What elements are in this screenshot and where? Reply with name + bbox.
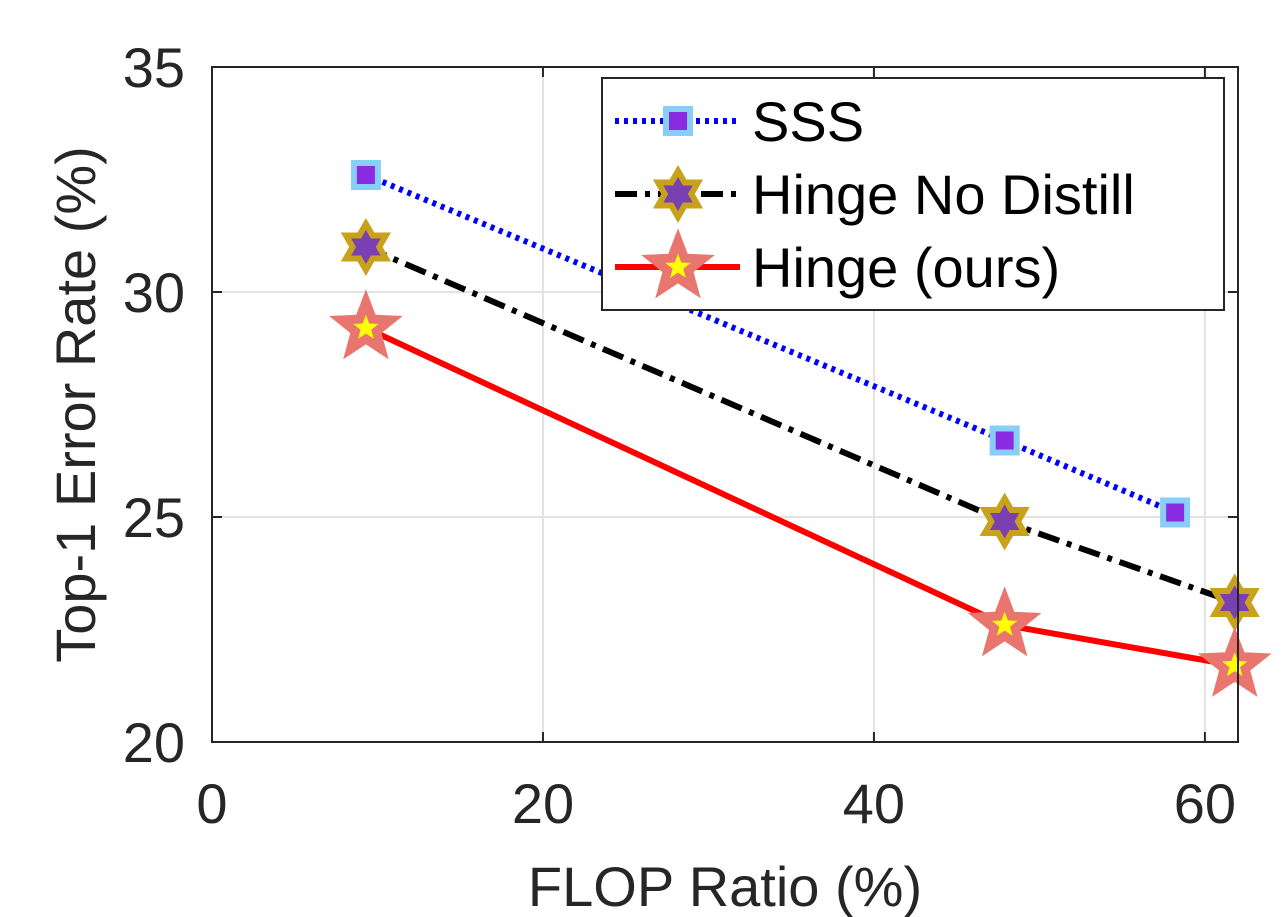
series-sss (350, 160, 1191, 528)
legend-marker (652, 165, 704, 223)
data-point-marker (967, 586, 1042, 657)
y-tick-labels: 20 25 30 35 (123, 36, 185, 774)
x-axis-title: FLOP Ratio (%) (528, 855, 922, 917)
legend-item: Hinge (ours) (615, 228, 1060, 299)
y-tick-label: 35 (123, 36, 185, 99)
data-point-marker (979, 492, 1030, 551)
series-hinge-no-distill (340, 218, 1260, 632)
legend-item: SSS (615, 90, 864, 153)
y-tick-label: 25 (123, 486, 185, 549)
legend-label: Hinge No Distill (752, 163, 1135, 226)
data-point-marker (989, 425, 1020, 456)
data-point-marker (1160, 497, 1191, 528)
x-tick-labels: 0 20 40 60 (196, 772, 1236, 835)
y-axis-title: Top-1 Error Rate (%) (44, 146, 107, 663)
y-tick-label: 20 (123, 711, 185, 774)
data-point-marker (1209, 573, 1260, 632)
legend-marker (663, 106, 693, 136)
x-tick-label: 60 (1174, 772, 1236, 835)
series-layer (329, 160, 1272, 697)
series-hinge-ours (329, 289, 1272, 697)
axis-ticks (211, 66, 1238, 743)
data-point-marker (340, 218, 392, 276)
legend-marker (641, 228, 715, 299)
x-tick-label: 40 (843, 772, 905, 835)
x-tick-label: 20 (512, 772, 574, 835)
data-point-marker (329, 289, 403, 360)
x-tick-label: 0 (196, 772, 227, 835)
y-tick-label: 30 (123, 261, 185, 324)
legend-label: SSS (752, 90, 864, 153)
series-line (364, 325, 1236, 669)
plot-area-frame (211, 66, 1239, 743)
legend-item: Hinge No Distill (615, 163, 1135, 226)
legend-label: Hinge (ours) (752, 236, 1060, 299)
data-point-marker (350, 160, 381, 190)
legend: SSS Hinge No Distill Hinge (ours) (601, 77, 1225, 311)
data-point-marker (1197, 626, 1272, 697)
